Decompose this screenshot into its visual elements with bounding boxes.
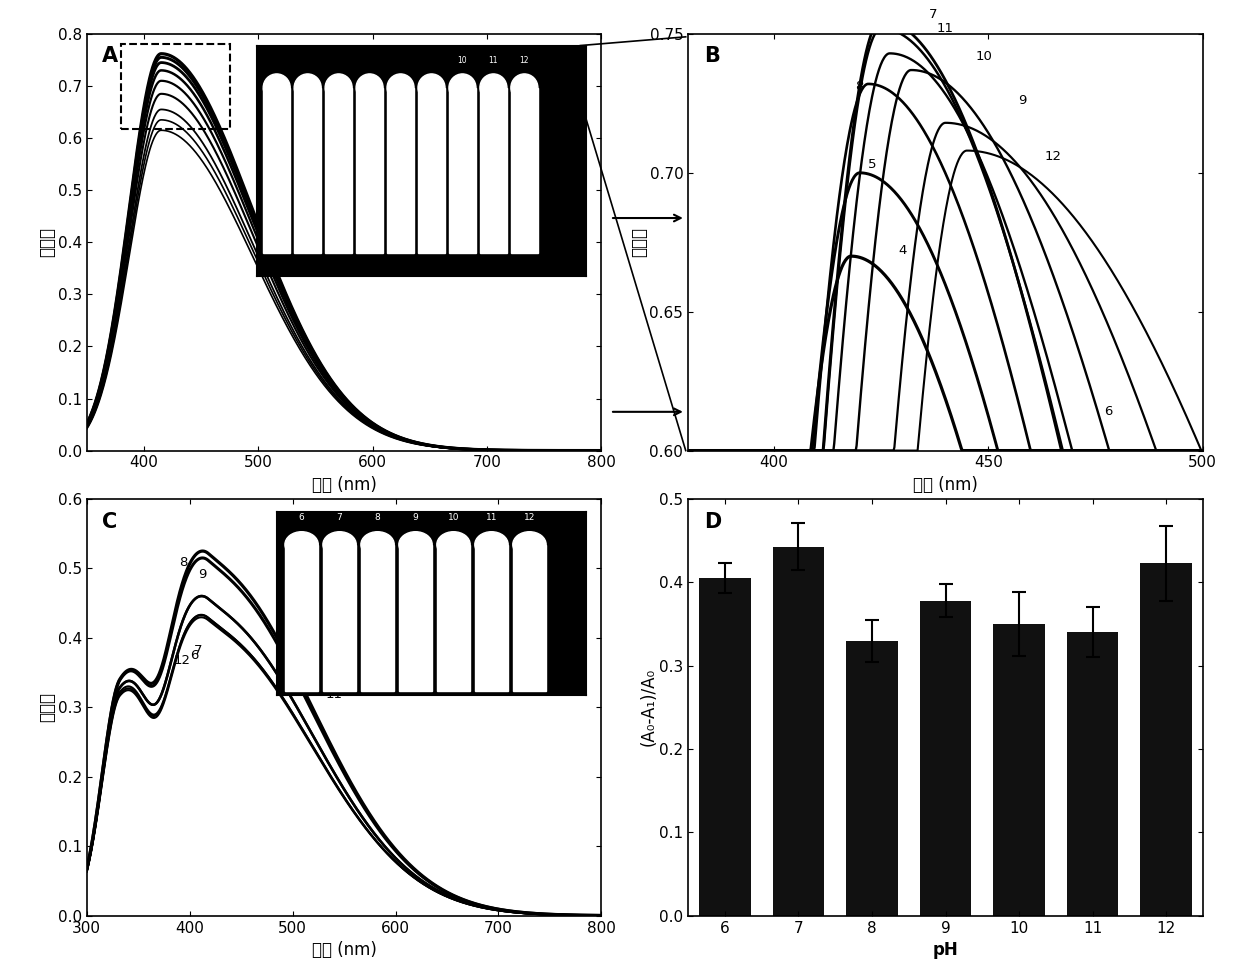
Text: 12: 12 xyxy=(174,654,191,667)
Y-axis label: 吸收値: 吸收値 xyxy=(630,228,649,257)
Bar xyxy=(920,601,971,916)
Text: D: D xyxy=(703,512,720,532)
Text: 11: 11 xyxy=(325,688,342,702)
X-axis label: pH: pH xyxy=(932,941,959,959)
Y-axis label: 吸收値: 吸收値 xyxy=(38,693,56,722)
Text: 10: 10 xyxy=(976,49,992,63)
Text: 4: 4 xyxy=(899,244,906,257)
Text: 7: 7 xyxy=(193,644,202,657)
Y-axis label: 吸收値: 吸收値 xyxy=(38,228,56,257)
Bar xyxy=(993,624,1045,916)
Text: 10: 10 xyxy=(312,680,330,693)
Bar xyxy=(773,547,825,916)
Bar xyxy=(846,641,898,916)
Text: 6: 6 xyxy=(1105,405,1112,419)
Bar xyxy=(1066,633,1118,916)
Bar xyxy=(122,45,229,129)
Text: 8: 8 xyxy=(856,80,864,93)
Text: A: A xyxy=(102,47,118,67)
Text: 9: 9 xyxy=(198,568,206,580)
Text: 5: 5 xyxy=(868,158,877,171)
Text: 11: 11 xyxy=(937,22,954,35)
Text: B: B xyxy=(703,47,719,67)
Text: 12: 12 xyxy=(1044,149,1061,163)
Bar xyxy=(1141,563,1192,916)
Text: 9: 9 xyxy=(1018,94,1027,108)
X-axis label: 波长 (nm): 波长 (nm) xyxy=(311,476,377,494)
Text: C: C xyxy=(102,512,118,532)
Text: 8: 8 xyxy=(180,556,187,570)
Text: 6: 6 xyxy=(190,649,198,662)
X-axis label: 波长 (nm): 波长 (nm) xyxy=(311,941,377,959)
Text: 7: 7 xyxy=(929,8,937,21)
Bar xyxy=(699,578,750,916)
Y-axis label: (A₀-A₁)/A₀: (A₀-A₁)/A₀ xyxy=(640,669,657,746)
X-axis label: 波长 (nm): 波长 (nm) xyxy=(913,476,978,494)
